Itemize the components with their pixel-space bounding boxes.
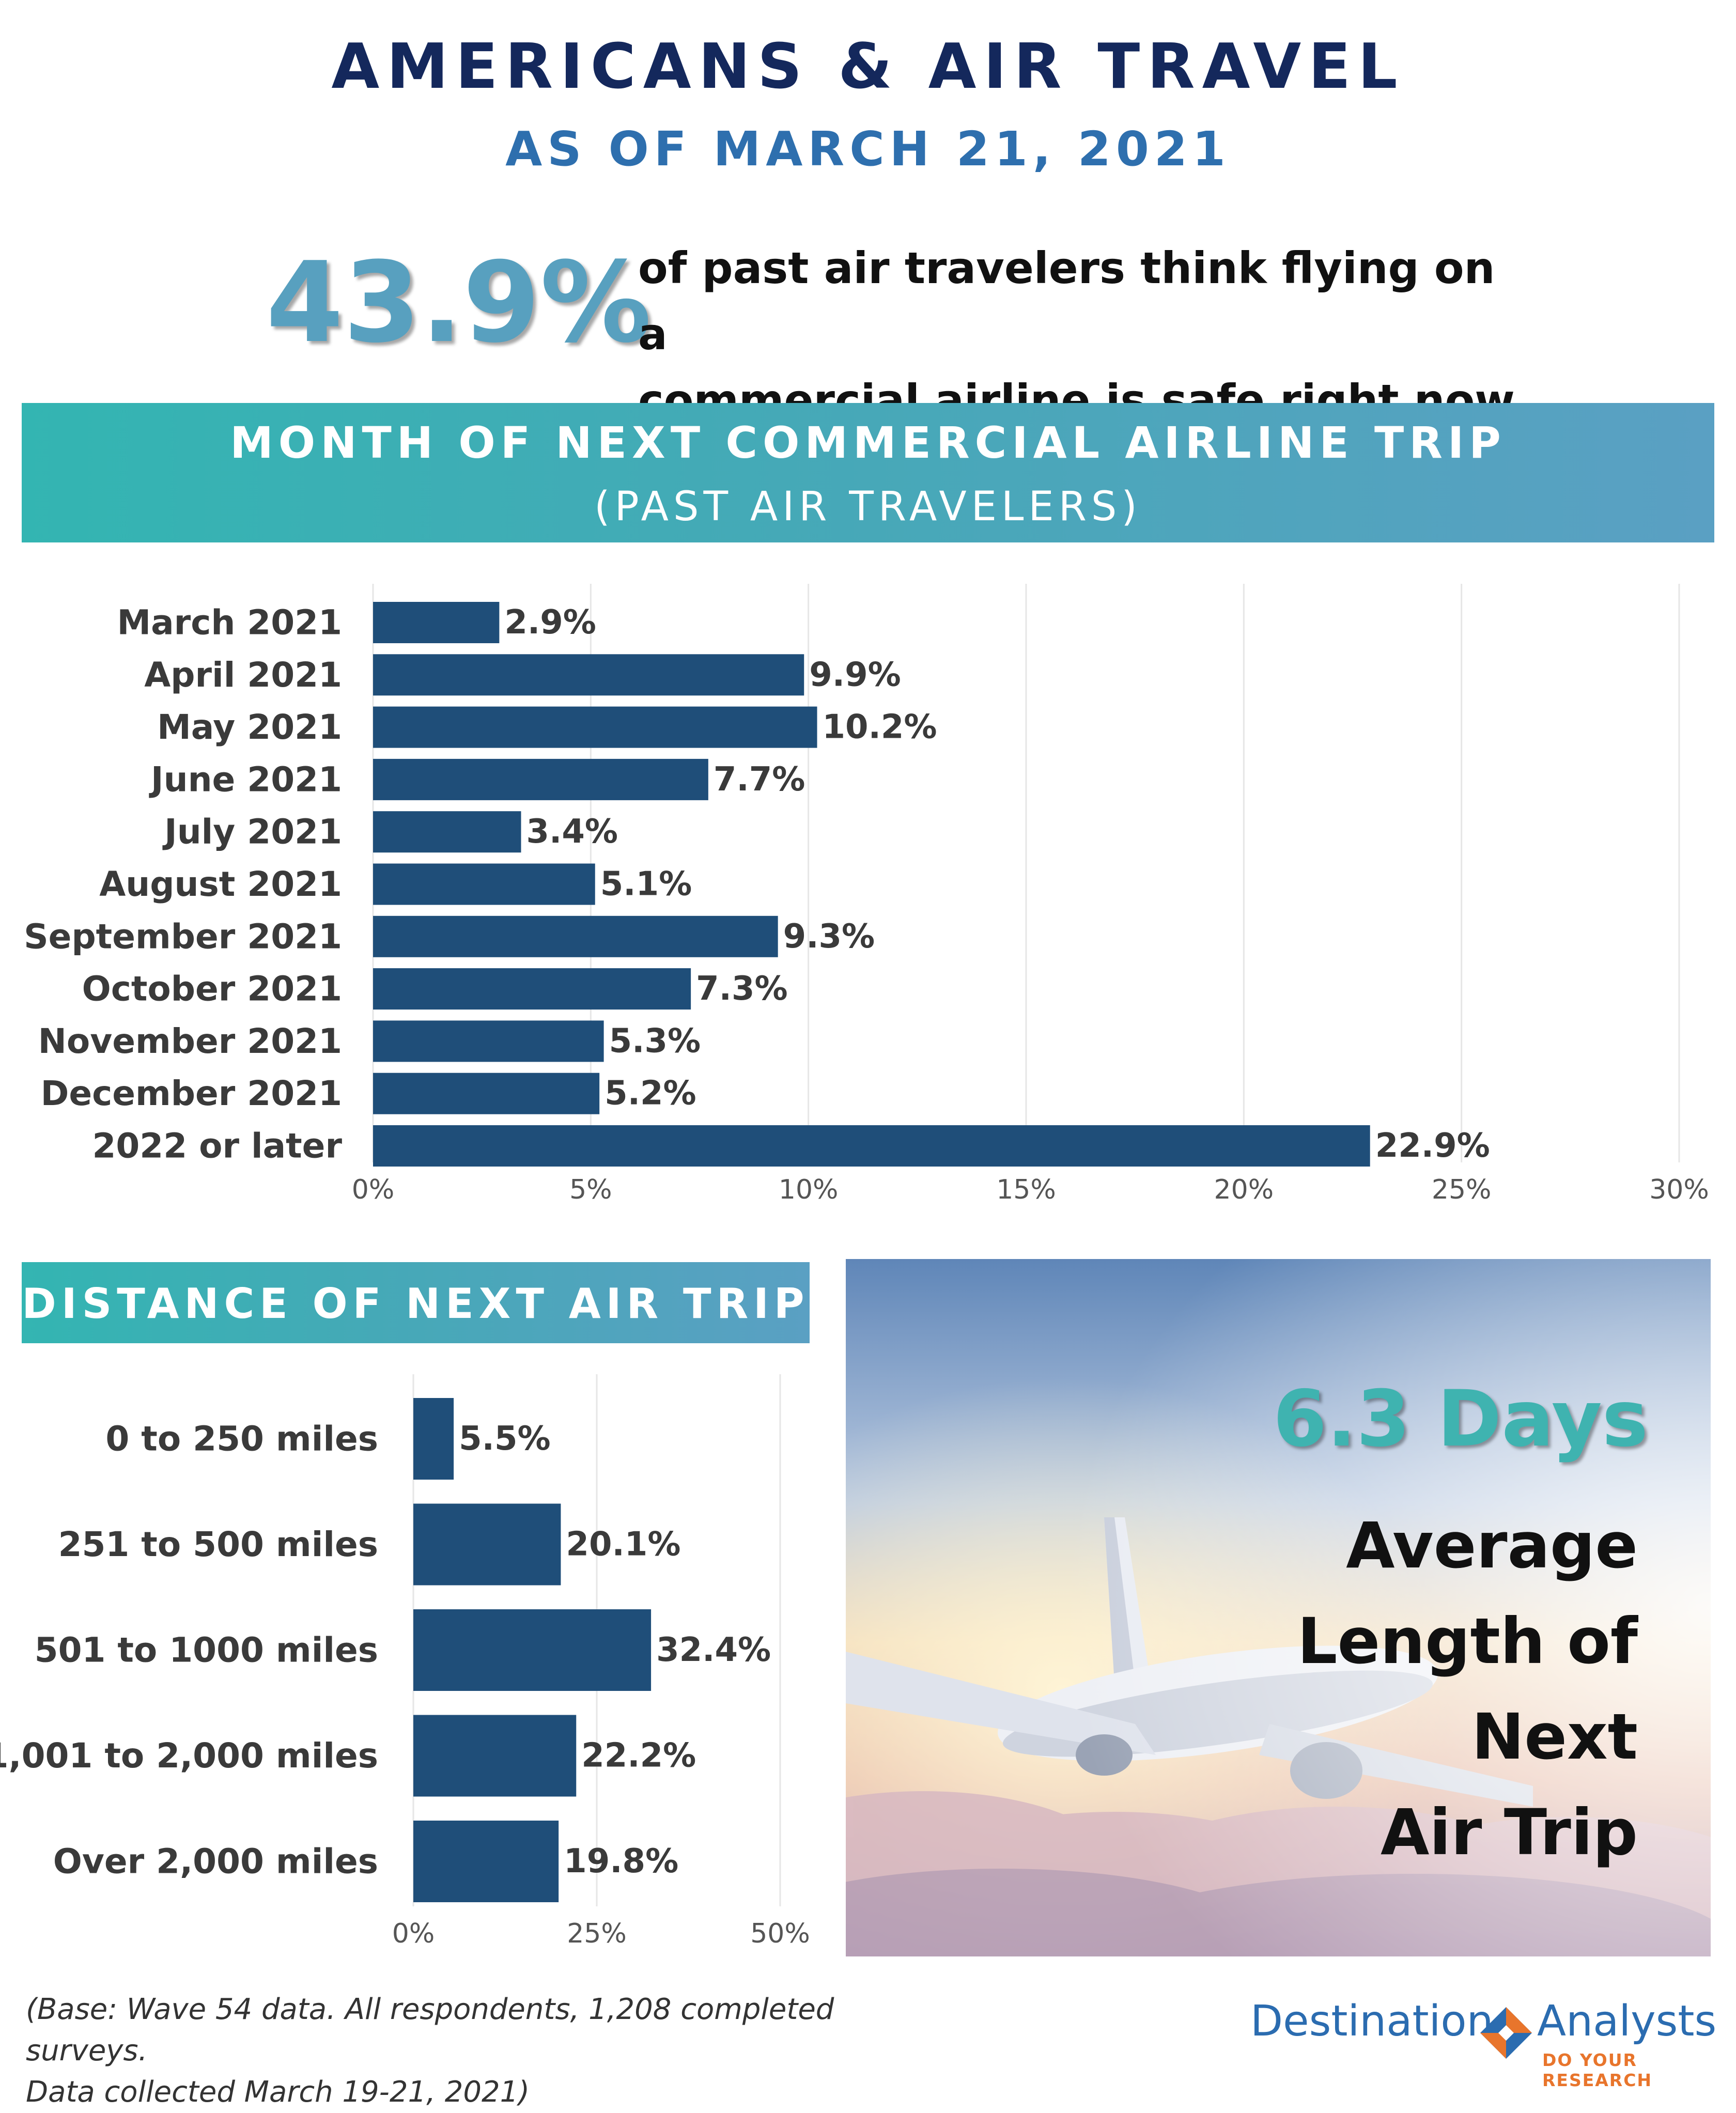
category-label: May 2021	[157, 707, 342, 747]
bar	[373, 1073, 600, 1114]
data-label: 5.3%	[609, 1022, 701, 1060]
month-section-subtitle: (PAST AIR TRAVELERS)	[594, 484, 1142, 530]
airplane-illustration	[846, 1259, 1711, 1956]
footnote-line2: Data collected March 19-21, 2021)	[26, 2075, 530, 2109]
data-label: 9.9%	[809, 656, 901, 694]
data-label: 5.2%	[605, 1075, 696, 1113]
bar	[373, 706, 817, 748]
bar	[373, 863, 595, 905]
safety-percentage: 43.9%	[266, 238, 652, 367]
tick-label: 10%	[779, 1174, 839, 1205]
safety-caption-line1: of past air travelers think flying on a	[638, 243, 1495, 360]
average-trip-caption-line: Length of	[1297, 1605, 1638, 1678]
footnote: (Base: Wave 54 data. All respondents, 1,…	[26, 1989, 904, 2113]
category-label: Over 2,000 miles	[53, 1842, 378, 1882]
tick-label: 50%	[750, 1918, 810, 1949]
tick-label: 20%	[1214, 1174, 1274, 1205]
data-label: 7.3%	[696, 970, 788, 1008]
category-label: September 2021	[24, 916, 342, 956]
bar	[373, 602, 500, 643]
category-label: July 2021	[162, 812, 342, 852]
month-bar-chart: March 2021 2.9% April 2021 9.9% May 2021 10.2…	[24, 584, 1709, 1205]
bar	[373, 811, 521, 853]
distance-section-title: DISTANCE OF NEXT AIR TRIP	[22, 1280, 810, 1328]
data-label: 19.8%	[564, 1842, 678, 1881]
data-label: 22.9%	[1375, 1127, 1490, 1165]
tick-label: 30%	[1649, 1174, 1709, 1205]
category-label: 501 to 1000 miles	[35, 1630, 378, 1670]
average-trip-caption-line: Next	[1471, 1700, 1638, 1774]
tick-label: 25%	[1432, 1174, 1492, 1205]
category-label: April 2021	[144, 655, 342, 695]
bar	[413, 1715, 577, 1797]
category-label: 0 to 250 miles	[105, 1419, 378, 1459]
tick-label: 0%	[392, 1918, 435, 1949]
category-label: December 2021	[41, 1074, 342, 1113]
tick-label: 0%	[352, 1174, 395, 1205]
data-label: 9.3%	[783, 918, 875, 956]
month-section-banner: MONTH OF NEXT COMMERCIAL AIRLINE TRIP (P…	[22, 403, 1714, 542]
category-label: March 2021	[117, 603, 342, 643]
airplane-photo	[846, 1259, 1711, 1956]
data-label: 32.4%	[656, 1631, 771, 1669]
category-label: October 2021	[82, 969, 342, 1009]
logo-text-analysts: Analysts	[1537, 1997, 1717, 2046]
category-label: 251 to 500 miles	[58, 1525, 378, 1564]
footnote-line1: (Base: Wave 54 data. All respondents, 1,…	[26, 1993, 834, 2068]
average-trip-caption-line: Average	[1346, 1509, 1638, 1582]
category-label: 2022 or later	[92, 1126, 342, 1166]
bar	[413, 1398, 454, 1480]
logo-diamond-icon	[1480, 2007, 1532, 2059]
data-label: 3.4%	[526, 813, 618, 851]
category-label: August 2021	[99, 864, 342, 904]
data-label: 10.2%	[823, 708, 937, 747]
distance-bar-chart: 0 to 250 miles 5.5% 251 to 500 miles 20.1% 5…	[0, 1374, 810, 1949]
data-label: 2.9%	[504, 603, 596, 642]
bar	[373, 968, 691, 1010]
bar	[413, 1609, 652, 1691]
tick-label: 5%	[569, 1174, 612, 1205]
data-label: 5.5%	[459, 1420, 551, 1458]
average-trip-caption: Average Length of Next Air Trip	[1214, 1498, 1638, 1881]
data-label: 7.7%	[714, 760, 805, 799]
tick-label: 15%	[996, 1174, 1056, 1205]
data-label: 20.1%	[566, 1526, 680, 1564]
page-subtitle: AS OF MARCH 21, 2021	[505, 121, 1231, 177]
month-section-title: MONTH OF NEXT COMMERCIAL AIRLINE TRIP	[230, 417, 1506, 468]
data-label: 5.1%	[600, 865, 692, 904]
category-label: 1,001 to 2,000 miles	[0, 1736, 378, 1776]
average-trip-caption-line: Air Trip	[1380, 1796, 1638, 1869]
data-label: 22.2%	[581, 1737, 696, 1775]
tick-label: 25%	[567, 1918, 627, 1949]
category-label: June 2021	[149, 759, 342, 799]
bar	[413, 1821, 559, 1902]
category-label: November 2021	[38, 1021, 342, 1061]
logo-text-destination: Destination	[1250, 1997, 1494, 2046]
distance-section-banner: DISTANCE OF NEXT AIR TRIP	[22, 1262, 810, 1343]
page-title: AMERICANS & AIR TRAVEL	[331, 31, 1405, 103]
bar	[373, 758, 708, 800]
logo-tagline: DO YOUR RESEARCH	[1542, 2050, 1653, 2090]
bar	[373, 1125, 1370, 1167]
average-trip-days: 6.3 Days	[1273, 1374, 1648, 1464]
bar	[373, 915, 778, 957]
bar	[413, 1503, 561, 1586]
bar	[373, 654, 804, 696]
bar	[373, 1020, 604, 1062]
